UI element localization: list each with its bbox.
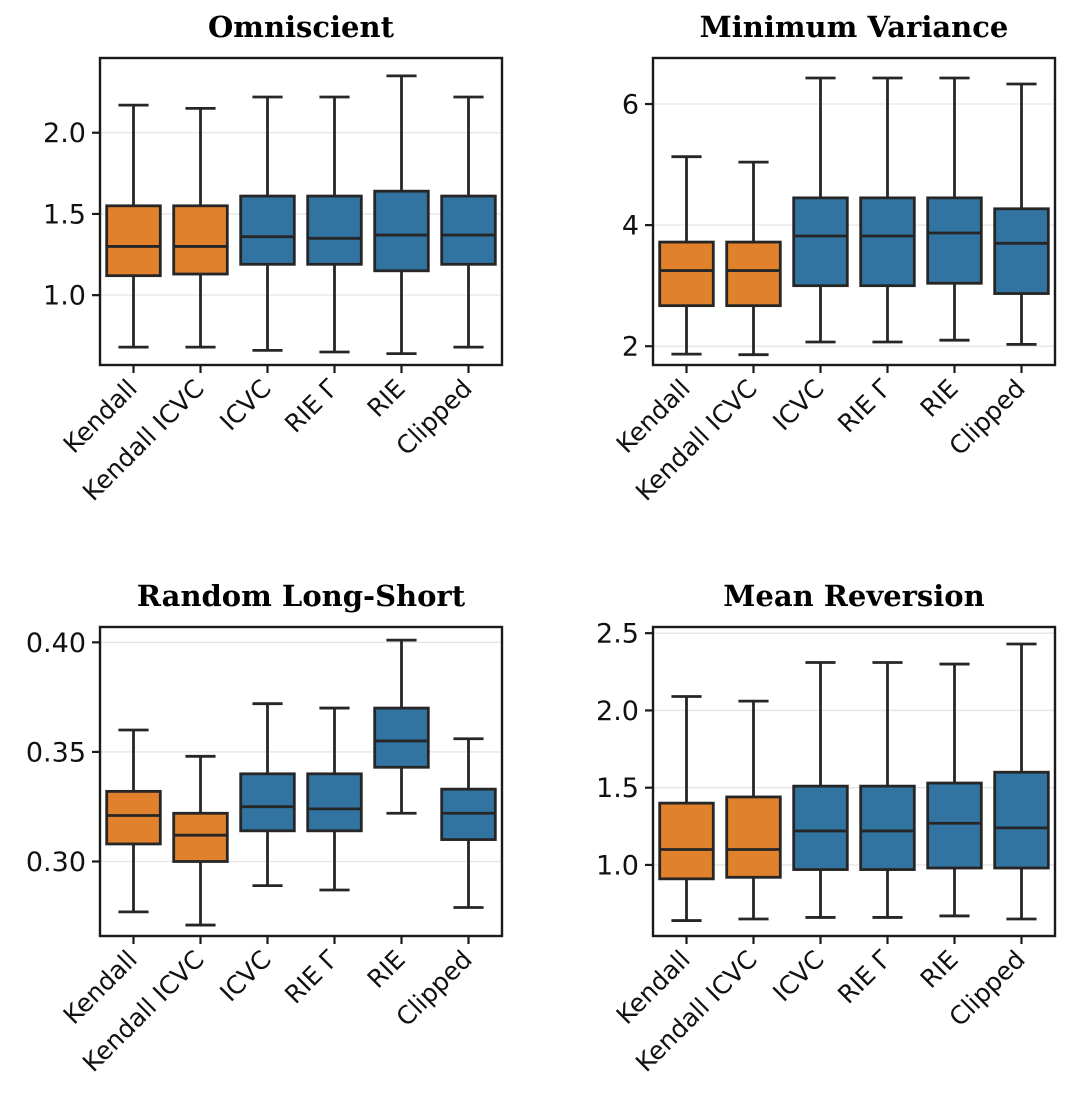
y-tick-label: 2.0 <box>43 118 86 149</box>
box-random-long-short-rie <box>373 638 430 815</box>
box-body <box>306 194 363 266</box>
x-tick-label: RIE Γ <box>832 374 897 439</box>
box-body <box>373 706 430 769</box>
box-body <box>993 207 1050 295</box>
box-body <box>105 204 162 278</box>
box-body <box>658 801 715 881</box>
x-tick-label: RIE <box>362 945 411 994</box>
x-tick-label: Kendall ICVC <box>77 374 210 507</box>
x-tick-label: Clipped <box>944 374 1031 461</box>
x-tick-label: Kendall ICVC <box>77 945 210 1078</box>
box-minimum-variance-kendall <box>658 155 715 356</box>
box-omniscient-kendall-icvc <box>172 106 229 349</box>
box-body <box>440 194 497 266</box>
box-body <box>926 196 983 285</box>
box-mean-reversion-clipped <box>993 642 1050 921</box>
plot-frame <box>98 625 504 938</box>
box-body <box>105 789 162 846</box>
x-tick-label: RIE <box>915 945 964 994</box>
box-body <box>239 772 296 833</box>
box-body <box>725 795 782 879</box>
box-minimum-variance-icvc <box>792 76 849 344</box>
box-mean-reversion-icvc <box>792 661 849 919</box>
box-minimum-variance-rie <box>926 76 983 342</box>
box-minimum-variance-clipped <box>993 82 1050 346</box>
y-tick-label: 1.0 <box>596 850 639 881</box>
box-body <box>926 781 983 870</box>
x-tick-label: ICVC <box>214 945 277 1008</box>
box-body <box>239 194 296 266</box>
y-tick-label: 2.5 <box>596 619 639 650</box>
x-tick-label: Clipped <box>391 945 478 1032</box>
x-tick-label: RIE Γ <box>832 945 897 1010</box>
box-mean-reversion-rie <box>926 662 983 918</box>
box-body <box>172 811 229 863</box>
y-tick-label: 0.30 <box>26 847 86 878</box>
plot-frame <box>651 625 1057 938</box>
box-omniscient-kendall <box>105 103 162 349</box>
x-tick-label: RIE Γ <box>279 945 344 1010</box>
x-tick-label: RIE <box>915 374 964 423</box>
box-body <box>859 196 916 288</box>
box-mean-reversion-kendall-icvc <box>725 699 782 921</box>
box-minimum-variance-kendall-icvc <box>725 160 782 357</box>
y-tick-label: 6 <box>622 90 639 121</box>
y-tick-label: 1.0 <box>43 281 86 312</box>
box-omniscient-rie <box>306 95 363 354</box>
y-tick-label: 2 <box>622 332 639 363</box>
box-body <box>306 772 363 833</box>
x-tick-label: ICVC <box>214 374 277 437</box>
y-tick-label: 1.5 <box>596 773 639 804</box>
box-body <box>859 784 916 871</box>
box-body <box>993 770 1050 870</box>
plot-frame <box>651 56 1057 367</box>
box-body <box>792 784 849 871</box>
x-tick-label: Clipped <box>944 945 1031 1032</box>
box-random-long-short-kendall-icvc <box>172 754 229 927</box>
box-random-long-short-icvc <box>239 702 296 887</box>
box-body <box>373 189 430 273</box>
x-tick-label: Kendall ICVC <box>630 374 763 507</box>
y-tick-label: 2.0 <box>596 696 639 727</box>
box-minimum-variance-rie <box>859 76 916 344</box>
y-tick-label: 0.35 <box>26 737 86 768</box>
x-tick-label: Kendall ICVC <box>630 945 763 1078</box>
x-tick-label: Clipped <box>391 374 478 461</box>
box-mean-reversion-rie <box>859 661 916 919</box>
box-omniscient-icvc <box>239 95 296 352</box>
box-omniscient-rie <box>373 74 430 356</box>
box-body <box>658 240 715 308</box>
box-random-long-short-clipped <box>440 737 497 909</box>
x-tick-label: RIE <box>362 374 411 423</box>
box-random-long-short-rie <box>306 706 363 892</box>
x-tick-label: ICVC <box>767 374 830 437</box>
box-body <box>172 204 229 276</box>
box-random-long-short-kendall <box>105 728 162 914</box>
box-mean-reversion-kendall <box>658 695 715 922</box>
x-tick-label: ICVC <box>767 945 830 1008</box>
y-tick-label: 4 <box>622 211 639 242</box>
box-body <box>725 240 782 308</box>
box-body <box>792 196 849 288</box>
box-omniscient-clipped <box>440 95 497 349</box>
x-tick-label: RIE Γ <box>279 374 344 439</box>
y-tick-label: 0.40 <box>26 628 86 659</box>
y-tick-label: 1.5 <box>43 199 86 230</box>
plot-frame <box>98 56 504 367</box>
